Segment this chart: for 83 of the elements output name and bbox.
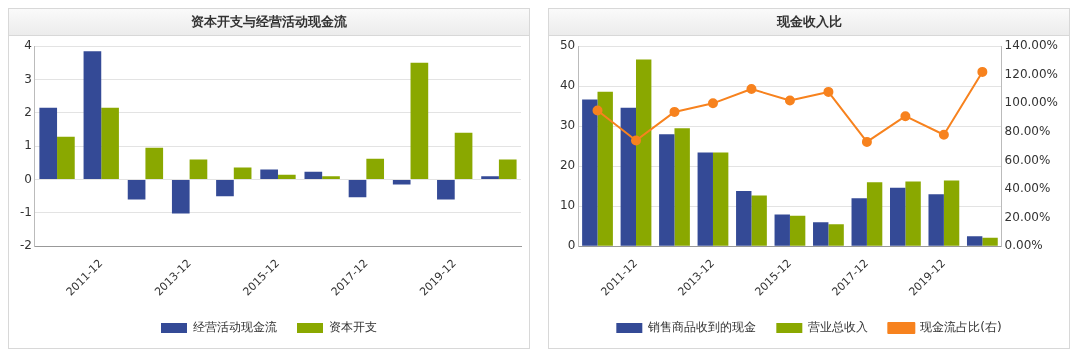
bar bbox=[437, 180, 455, 200]
bar bbox=[454, 132, 473, 180]
y-tick-label: 0 bbox=[24, 171, 32, 186]
bar bbox=[659, 134, 675, 246]
legend-label: 现金流占比(右) bbox=[920, 320, 1002, 335]
y-tick-label: -1 bbox=[20, 204, 32, 219]
bar bbox=[171, 180, 190, 214]
point bbox=[631, 135, 641, 146]
bar bbox=[498, 159, 517, 180]
bar bbox=[101, 107, 119, 180]
bar bbox=[57, 136, 75, 180]
bar bbox=[636, 59, 652, 246]
y2-tick-label: 60.00% bbox=[1004, 152, 1051, 167]
point bbox=[938, 129, 949, 140]
bar bbox=[828, 224, 844, 246]
y2-tick-label: 140.00% bbox=[1004, 38, 1058, 53]
bar bbox=[712, 152, 729, 246]
bar bbox=[736, 190, 752, 246]
bar bbox=[348, 180, 367, 198]
bar bbox=[982, 237, 998, 246]
bar bbox=[597, 91, 613, 246]
y2-tick-label: 40.00% bbox=[1004, 181, 1051, 196]
bar bbox=[620, 107, 636, 246]
y-tick-label: 40 bbox=[559, 78, 576, 93]
bar bbox=[866, 182, 883, 246]
point bbox=[707, 98, 718, 109]
bar bbox=[582, 99, 598, 246]
bar bbox=[366, 158, 385, 180]
bar bbox=[966, 236, 983, 246]
y2-tick-label: 100.00% bbox=[1004, 95, 1058, 110]
bar bbox=[260, 169, 278, 180]
bar bbox=[481, 176, 499, 180]
bar bbox=[890, 187, 906, 246]
bar bbox=[145, 147, 164, 180]
point bbox=[669, 106, 680, 117]
legend-label: 资本开支 bbox=[329, 320, 377, 335]
bar bbox=[751, 195, 767, 246]
y2-tick-label: 80.00% bbox=[1004, 124, 1051, 139]
bar bbox=[410, 62, 429, 180]
point bbox=[823, 86, 834, 97]
y-tick-label: 3 bbox=[24, 71, 32, 86]
bar bbox=[674, 128, 690, 246]
bar bbox=[905, 181, 921, 246]
y-tick-label: 0 bbox=[567, 238, 576, 253]
bar bbox=[322, 176, 340, 180]
bar bbox=[789, 215, 806, 246]
bar bbox=[813, 222, 829, 246]
y-tick-label: 10 bbox=[559, 198, 576, 213]
bar bbox=[39, 107, 58, 180]
point bbox=[784, 95, 795, 106]
legend-label: 营业总收入 bbox=[808, 320, 869, 335]
y-tick-label: -2 bbox=[20, 238, 32, 253]
y2-tick-label: 120.00% bbox=[1004, 66, 1058, 81]
y-tick-label: 30 bbox=[559, 118, 576, 133]
point bbox=[861, 136, 872, 147]
chart-title: 现金收入比 bbox=[549, 9, 1069, 36]
y-tick-label: 1 bbox=[24, 138, 32, 153]
y-tick-label: 50 bbox=[559, 38, 576, 53]
point bbox=[746, 84, 757, 95]
bar bbox=[189, 159, 208, 180]
bar bbox=[392, 180, 411, 185]
point bbox=[592, 105, 603, 116]
bar bbox=[774, 214, 790, 246]
bar bbox=[928, 194, 944, 246]
bar bbox=[851, 198, 867, 246]
y-tick-label: 2 bbox=[24, 104, 32, 119]
chart-title: 资本开支与经营活动现金流 bbox=[9, 9, 529, 36]
bar bbox=[304, 171, 323, 180]
point bbox=[977, 66, 988, 77]
bar bbox=[943, 180, 960, 246]
bar bbox=[83, 51, 102, 180]
y2-tick-label: 0.00% bbox=[1004, 238, 1043, 253]
bar bbox=[127, 180, 146, 200]
legend-label: 销售商品收到的现金 bbox=[647, 320, 757, 335]
bar bbox=[216, 180, 234, 197]
y-tick-label: 20 bbox=[559, 158, 576, 173]
y2-tick-label: 20.00% bbox=[1004, 209, 1051, 224]
bar bbox=[697, 152, 713, 246]
y-tick-label: 4 bbox=[24, 38, 32, 53]
bar bbox=[277, 174, 296, 180]
legend-label: 经营活动现金流 bbox=[193, 320, 277, 335]
bar bbox=[233, 167, 252, 180]
point bbox=[900, 111, 911, 122]
